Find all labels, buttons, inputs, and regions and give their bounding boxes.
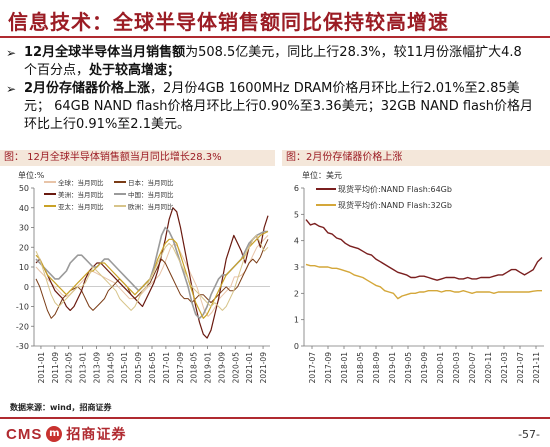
right-legend-label: 现货平均价:NAND Flash:32Gb xyxy=(338,200,452,210)
left-legend-label: 中国：当月同比 xyxy=(128,190,174,199)
right-series-line-0 xyxy=(305,219,543,281)
left-legend-label: 美洲：当月同比 xyxy=(58,190,104,199)
right-x-tick-label: 2021-07 xyxy=(516,352,525,384)
data-source: 数据来源：wind，招商证券 xyxy=(10,403,112,412)
cms-circle-logo-icon: m xyxy=(46,426,63,442)
bullet-memory-text: ，2月份4GB 1600MHz DRAM价格月环比上行2.01%至2.85美元；… xyxy=(24,81,534,132)
left-x-tick-label: 2011-09 xyxy=(51,352,60,384)
bullet-sales: ➢ 12月全球半导体当月销售额为508.5亿美元，同比上行28.3%，较11月份… xyxy=(6,44,534,80)
footer-rule xyxy=(0,417,550,419)
bullet-sales-text: 为508.5亿美元，同比上行28.3%，较11月份涨幅扩大4.8个百分点， xyxy=(24,45,522,78)
left-series-line-5 xyxy=(35,234,269,311)
right-x-tick-label: 2018-05 xyxy=(356,352,365,384)
left-legend-label: 欧洲：当月同比 xyxy=(128,202,174,211)
left-y-tick-label: 20 xyxy=(19,243,29,252)
page-number: -57- xyxy=(518,428,540,441)
left-y-tick-label: 0 xyxy=(24,283,29,292)
left-y-tick-label: 40 xyxy=(19,204,29,213)
left-x-tick-label: 2017-01 xyxy=(162,352,171,384)
right-x-tick-label: 2021-03 xyxy=(500,352,509,384)
right-x-tick-label: 2019-09 xyxy=(420,352,429,384)
right-y-tick-label: 2 xyxy=(294,289,299,298)
memory-price-chart: 单位：美元 6 5 4 3 2 1 0 2017-07 2017-09 2018-01 2018-0… xyxy=(294,170,544,384)
right-x-tick-label: 2020-07 xyxy=(468,352,477,384)
diamond-bullet-icon: ➢ xyxy=(6,82,17,96)
right-legend-label: 现货平均价:NAND Flash:64Gb xyxy=(338,184,452,194)
right-y-tick-label: 6 xyxy=(294,184,299,193)
left-y-tick-label: 30 xyxy=(19,224,29,233)
left-y-tick-label: -20 xyxy=(16,322,29,331)
semiconductor-yoy-chart: 单位:% 50 40 30 20 10 0 -10 -20 -30 2011-01 2011-09 2… xyxy=(16,170,270,384)
left-x-tick-label: 2014-05 xyxy=(106,352,115,384)
left-series-line-2 xyxy=(35,207,269,339)
left-x-tick-label: 2017-09 xyxy=(176,352,185,384)
left-x-tick-label: 2013-09 xyxy=(92,352,101,384)
left-x-tick-label: 2021-01 xyxy=(245,352,254,384)
left-legend-label: 全球：当月同比 xyxy=(58,178,104,187)
right-x-tick-label: 2020-11 xyxy=(484,352,493,384)
bullet-memory: ➢ 2月份存储器价格上涨，2月份4GB 1600MHz DRAM价格月环比上行2… xyxy=(6,80,534,134)
left-series-line-1 xyxy=(35,239,269,319)
left-x-tick-label: 2011-01 xyxy=(37,352,46,384)
logo-text: CMS xyxy=(6,425,43,443)
right-series-line-1 xyxy=(305,263,542,300)
left-legend-label: 日本：当月同比 xyxy=(128,178,174,187)
left-x-tick-label: 2015-01 xyxy=(120,352,129,384)
left-x-tick-label: 2019-01 xyxy=(204,352,213,384)
right-y-tick-label: 0 xyxy=(294,342,299,351)
left-y-tick-label: 50 xyxy=(19,184,29,193)
right-y-tick-label: 5 xyxy=(294,210,299,219)
left-x-tick-label: 2019-09 xyxy=(217,352,226,384)
left-x-tick-label: 2018-05 xyxy=(190,352,199,384)
left-ylabel: 单位:% xyxy=(18,170,45,180)
bullet-memory-bold: 2月份存储器价格上涨 xyxy=(24,81,151,96)
right-x-tick-label: 2021-11 xyxy=(532,352,541,384)
company-logo: CMS m 招商证券 xyxy=(6,424,126,444)
left-legend-label: 亚太：当月同比 xyxy=(58,202,104,211)
diamond-bullet-icon: ➢ xyxy=(6,46,17,60)
left-y-tick-label: -10 xyxy=(16,303,29,312)
title-rule xyxy=(0,36,550,38)
left-x-tick-label: 2012-05 xyxy=(65,352,74,384)
right-y-tick-label: 3 xyxy=(294,263,299,272)
right-figure-header: 图：2月份存储器价格上涨 xyxy=(282,150,550,166)
right-y-tick-label: 4 xyxy=(294,237,299,246)
right-x-tick-label: 2020-03 xyxy=(452,352,461,384)
left-x-tick-label: 2015-09 xyxy=(134,352,143,384)
right-ylabel: 单位：美元 xyxy=(302,170,342,180)
right-x-tick-label: 2020-01 xyxy=(436,352,445,384)
left-x-tick-label: 2020-05 xyxy=(231,352,240,384)
left-x-tick-label: 2021-09 xyxy=(259,352,268,384)
page-title: 信息技术：全球半导体销售额同比保持较高增速 xyxy=(8,10,449,34)
right-x-tick-label: 2017-07 xyxy=(308,352,317,384)
right-x-tick-label: 2019-05 xyxy=(404,352,413,384)
bullet-sales-bold-tail: 处于较高增速； xyxy=(89,63,181,78)
right-x-tick-label: 2018-09 xyxy=(372,352,381,384)
logo-chinese-name: 招商证券 xyxy=(66,427,127,443)
left-x-tick-label: 2016-05 xyxy=(148,352,157,384)
left-figure-header: 图： 12月全球半导体销售额当月同比增长28.3% xyxy=(0,150,275,166)
right-x-tick-label: 2019-01 xyxy=(388,352,397,384)
left-y-tick-label: -30 xyxy=(16,342,29,351)
right-x-tick-label: 2018-01 xyxy=(340,352,349,384)
right-x-tick-label: 2017-09 xyxy=(324,352,333,384)
left-y-tick-label: 10 xyxy=(19,263,29,272)
left-x-tick-label: 2013-01 xyxy=(79,352,88,384)
right-y-tick-label: 1 xyxy=(294,316,299,325)
bullet-sales-bold: 12月全球半导体当月销售额 xyxy=(24,45,186,60)
left-series-line-3 xyxy=(35,226,268,320)
